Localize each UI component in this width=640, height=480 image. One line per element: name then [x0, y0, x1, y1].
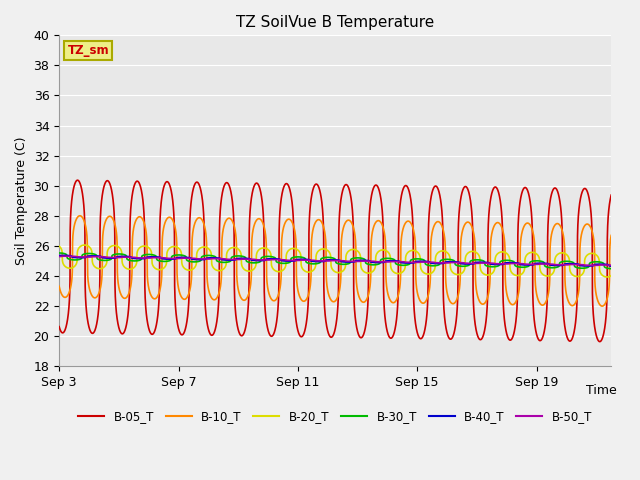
Text: Time: Time: [586, 384, 617, 397]
Y-axis label: Soil Temperature (C): Soil Temperature (C): [15, 136, 28, 265]
Title: TZ SoilVue B Temperature: TZ SoilVue B Temperature: [236, 15, 435, 30]
Legend: B-05_T, B-10_T, B-20_T, B-30_T, B-40_T, B-50_T: B-05_T, B-10_T, B-20_T, B-30_T, B-40_T, …: [74, 405, 597, 428]
Text: TZ_sm: TZ_sm: [67, 44, 109, 57]
